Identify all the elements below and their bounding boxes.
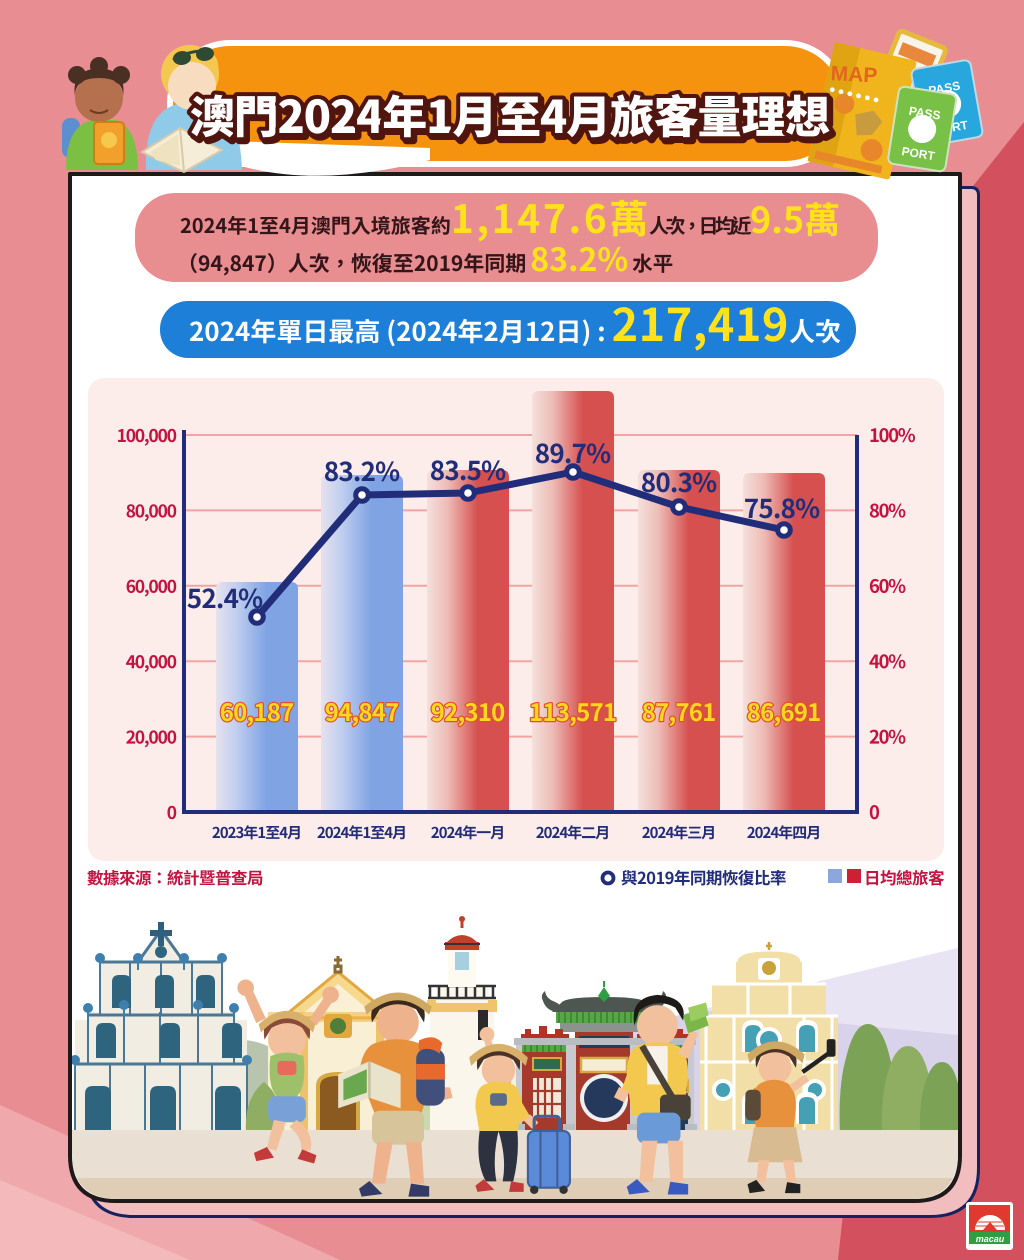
svg-text:PASS: PASS xyxy=(908,104,942,123)
svg-text:MAP: MAP xyxy=(830,62,878,87)
svg-text:PORT: PORT xyxy=(901,144,937,163)
svg-text:macau: macau xyxy=(976,1234,1005,1244)
